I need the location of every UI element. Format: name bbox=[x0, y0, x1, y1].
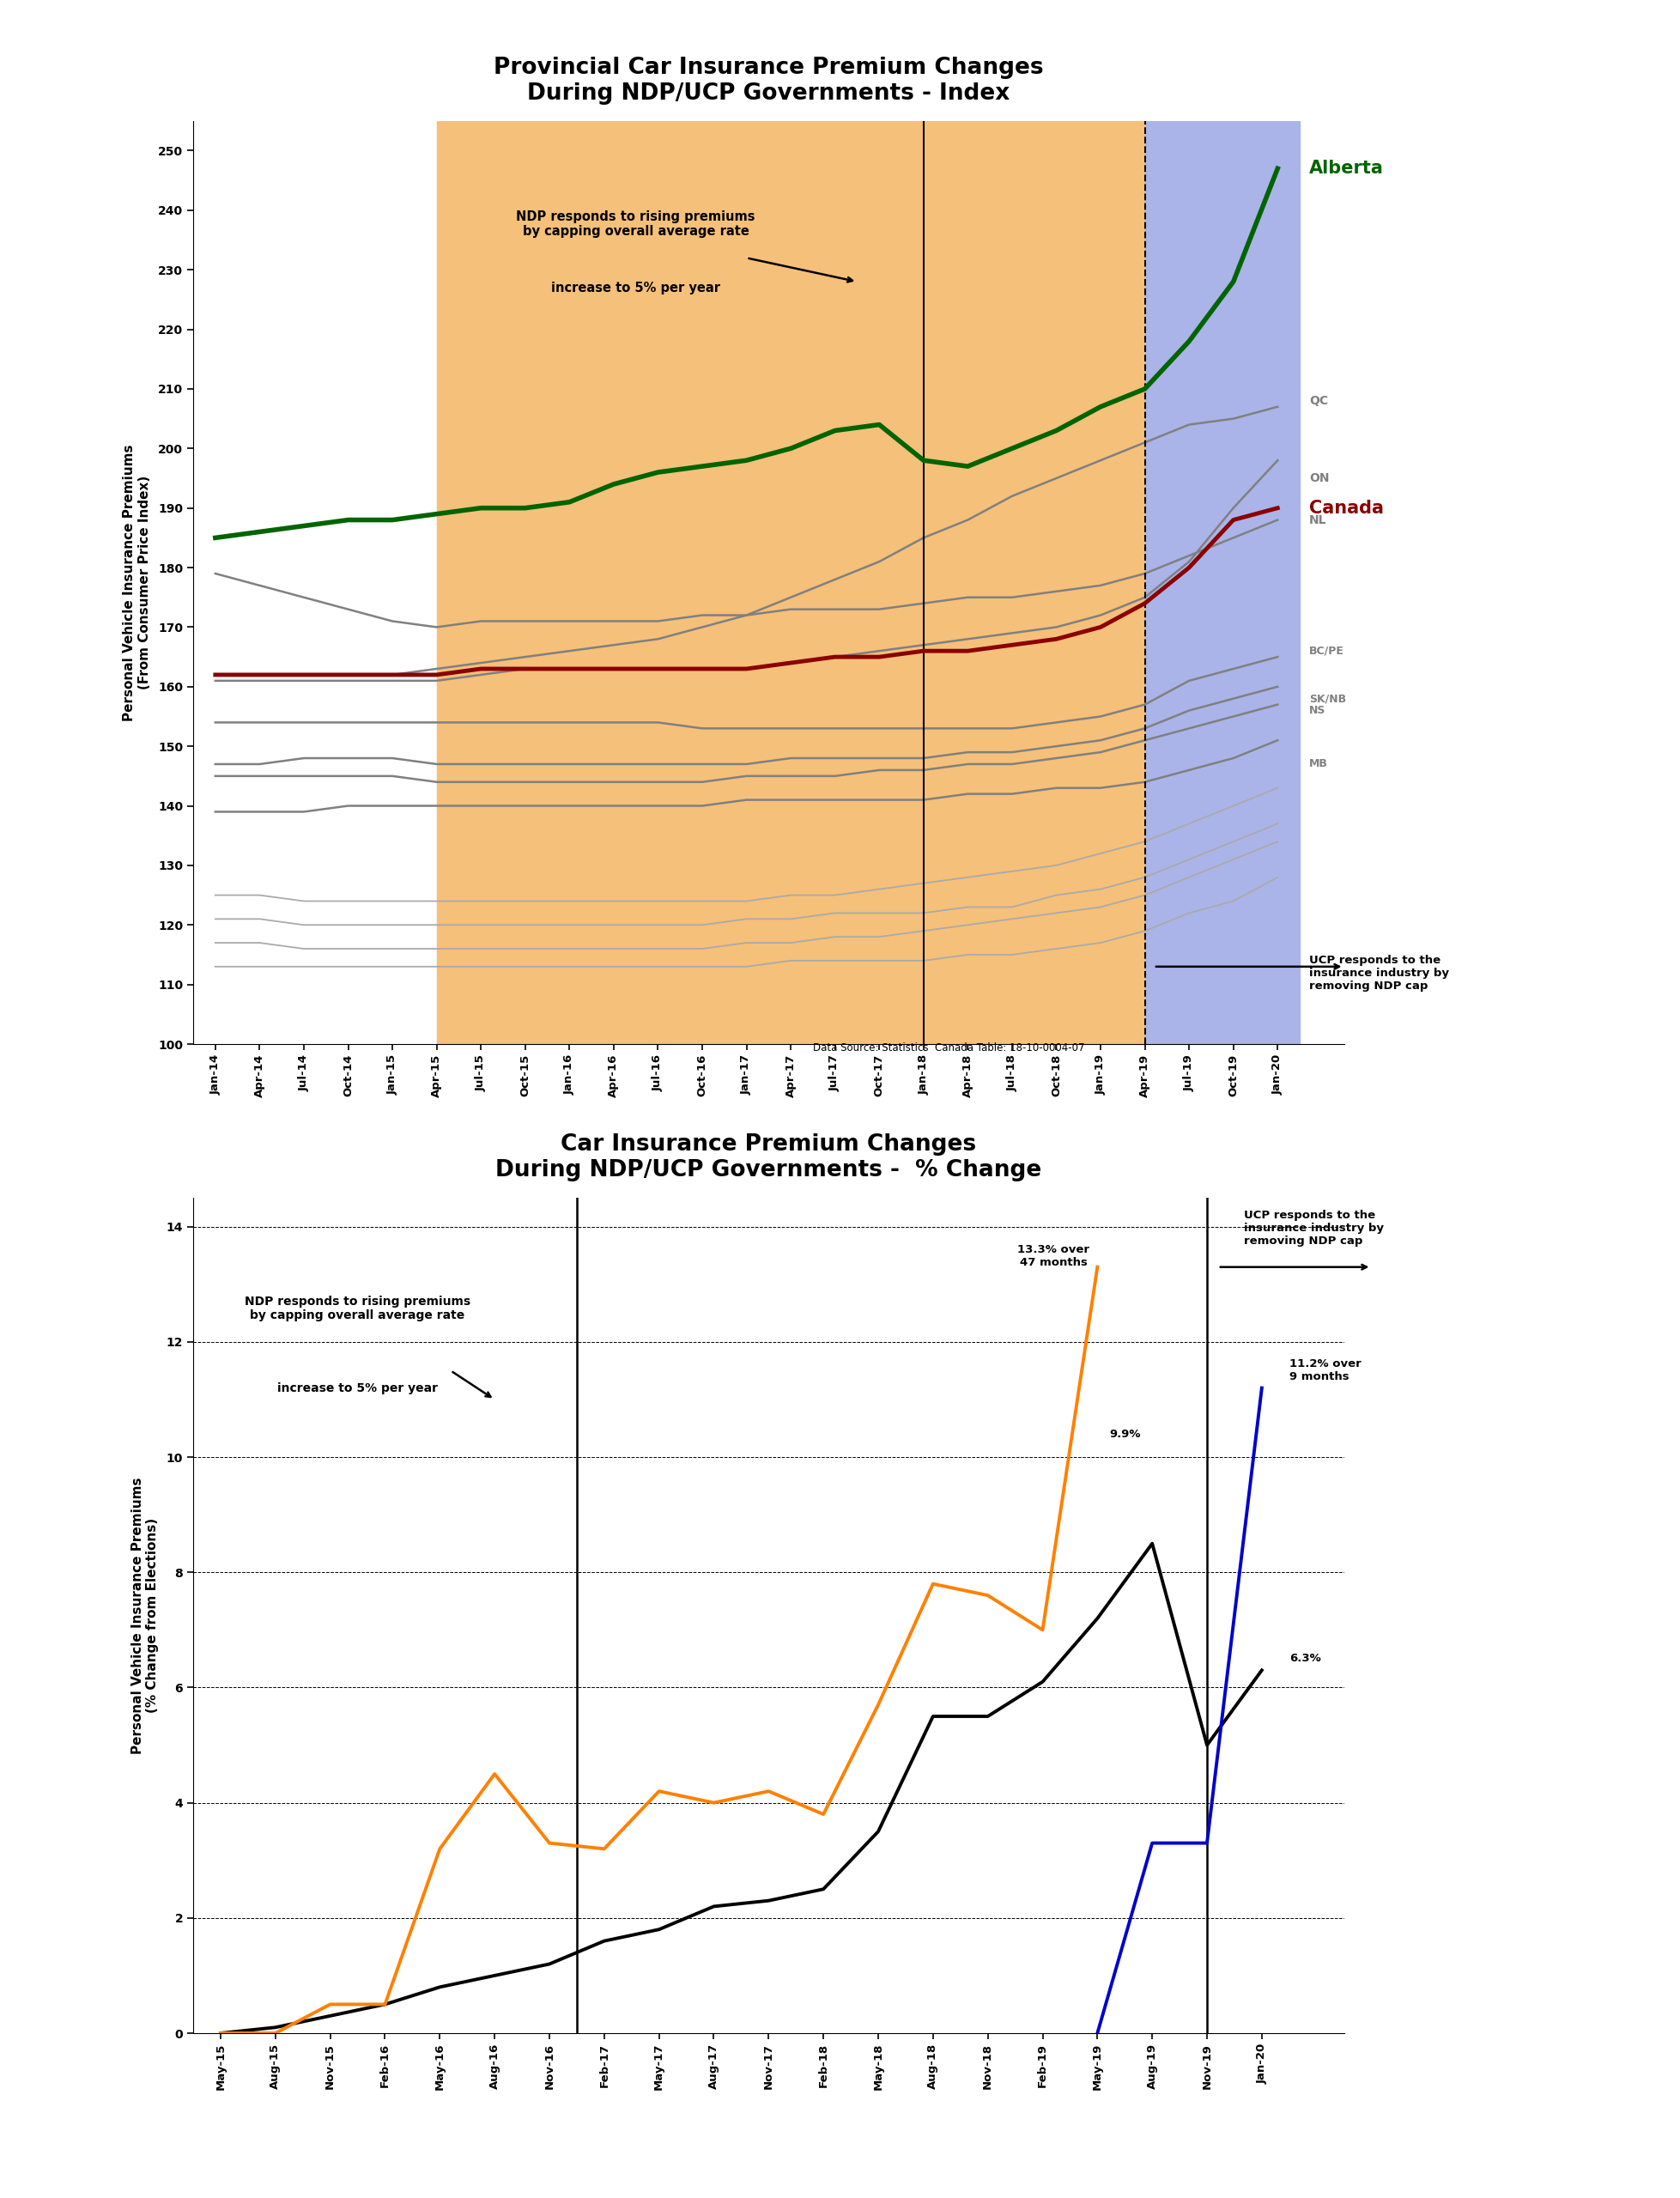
Text: 11.2% over
9 months: 11.2% over 9 months bbox=[1289, 1358, 1361, 1383]
Text: 6.3%: 6.3% bbox=[1289, 1653, 1320, 1664]
Text: increase to 5% per year: increase to 5% per year bbox=[551, 281, 721, 295]
Text: Data Source: Statistics  Canada Table: 18-10-0004-07: Data Source: Statistics Canada Table: 18… bbox=[813, 1042, 1085, 1053]
Bar bbox=[1144, 121, 1300, 1044]
Text: Alberta: Alberta bbox=[1309, 160, 1384, 178]
Text: MB: MB bbox=[1309, 758, 1329, 769]
Text: increase to 5% per year: increase to 5% per year bbox=[277, 1383, 438, 1394]
Text: QC: QC bbox=[1309, 396, 1329, 407]
Text: UCP responds to the
insurance industry by
removing NDP cap: UCP responds to the insurance industry b… bbox=[1243, 1209, 1384, 1246]
Text: NS: NS bbox=[1309, 706, 1326, 717]
Text: Canada: Canada bbox=[1309, 499, 1384, 517]
Text: NL: NL bbox=[1309, 514, 1327, 525]
Text: ON: ON bbox=[1309, 473, 1329, 484]
Text: BC/PE: BC/PE bbox=[1309, 646, 1344, 657]
Y-axis label: Personal Vehicle Insurance Premiums
(From Consumer Price Index): Personal Vehicle Insurance Premiums (Fro… bbox=[123, 444, 151, 721]
Bar bbox=[437, 121, 1144, 1044]
Title: Car Insurance Premium Changes
During NDP/UCP Governments -  % Change: Car Insurance Premium Changes During NDP… bbox=[496, 1134, 1042, 1183]
Title: Provincial Car Insurance Premium Changes
During NDP/UCP Governments - Index: Provincial Car Insurance Premium Changes… bbox=[494, 57, 1043, 106]
Text: NDP responds to rising premiums
by capping overall average rate: NDP responds to rising premiums by cappi… bbox=[516, 211, 756, 237]
Text: 13.3% over
47 months: 13.3% over 47 months bbox=[1018, 1244, 1090, 1268]
Text: SK/NB: SK/NB bbox=[1309, 692, 1346, 703]
Y-axis label: Personal Vehicle Insurance Premiums
(% Change from Elections): Personal Vehicle Insurance Premiums (% C… bbox=[131, 1477, 160, 1754]
Text: UCP responds to the
insurance industry by
removing NDP cap: UCP responds to the insurance industry b… bbox=[1309, 954, 1450, 991]
Text: 9.9%: 9.9% bbox=[1109, 1429, 1141, 1440]
Text: NDP responds to rising premiums
by capping overall average rate: NDP responds to rising premiums by cappi… bbox=[245, 1297, 470, 1321]
